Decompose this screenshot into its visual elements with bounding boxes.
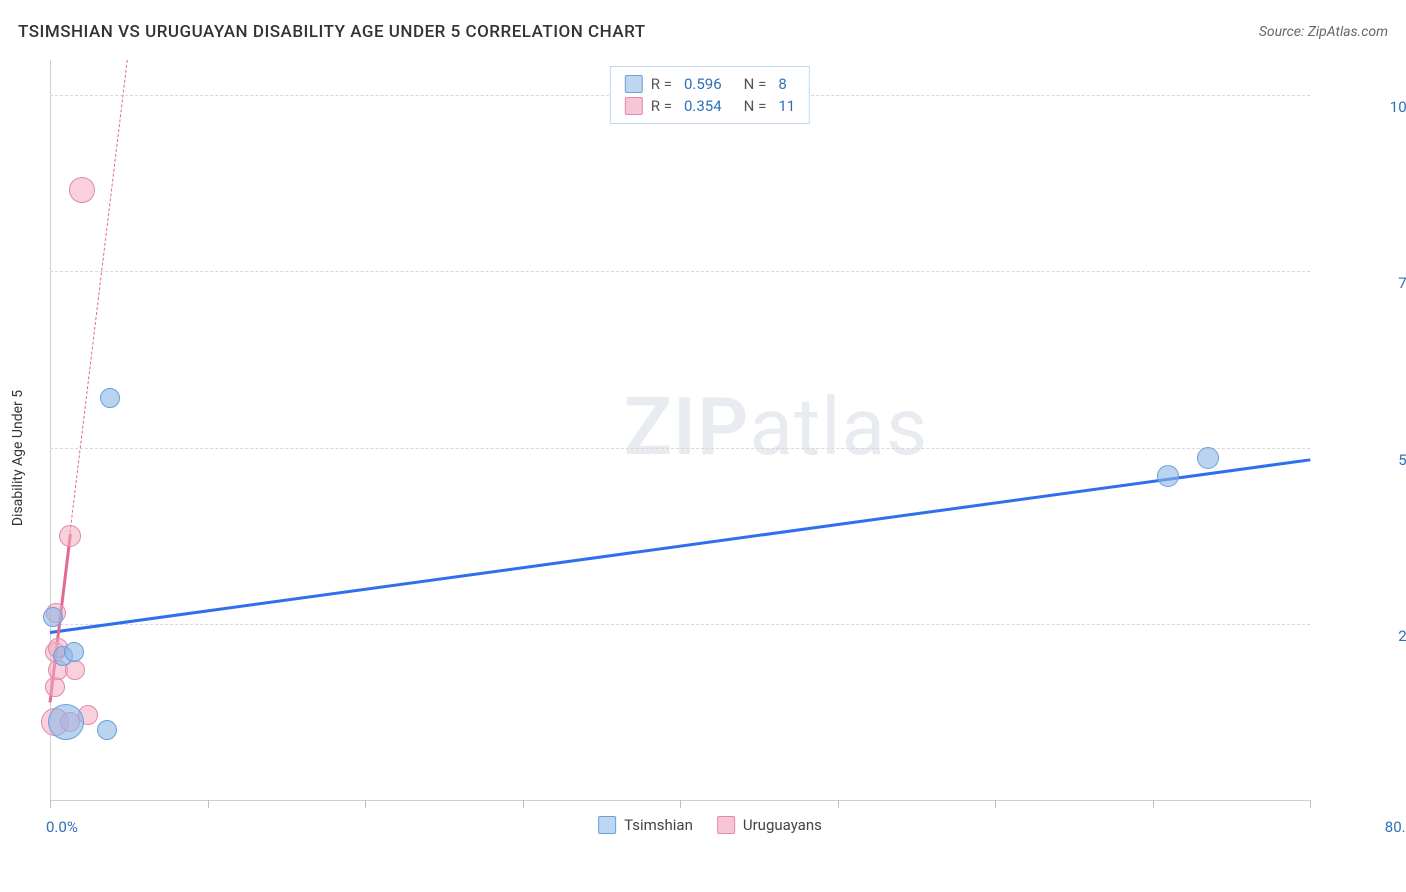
legend-label: Tsimshian bbox=[624, 816, 693, 834]
legend-swatch bbox=[717, 816, 735, 834]
chart-title: TSIMSHIAN VS URUGUAYAN DISABILITY AGE UN… bbox=[18, 22, 646, 42]
y-tick-label: 2.5% bbox=[1398, 627, 1406, 645]
x-tick bbox=[208, 800, 209, 808]
legend-swatch bbox=[625, 75, 643, 93]
trend-line bbox=[70, 60, 128, 532]
legend-swatch bbox=[625, 97, 643, 115]
data-point bbox=[59, 525, 81, 547]
gridline-h bbox=[50, 448, 1310, 449]
x-tick bbox=[50, 800, 51, 808]
data-point bbox=[45, 677, 65, 697]
series-legend: Tsimshian Uruguayans bbox=[598, 816, 822, 834]
x-tick-label: 0.0% bbox=[46, 818, 78, 836]
data-point bbox=[97, 720, 117, 740]
correlation-legend: R =0.596N =8R =0.354N =11 bbox=[610, 66, 810, 124]
x-tick bbox=[1310, 800, 1311, 808]
data-point bbox=[100, 388, 120, 408]
x-tick bbox=[995, 800, 996, 808]
source-label: Source: ZipAtlas.com bbox=[1259, 24, 1388, 40]
x-tick bbox=[838, 800, 839, 808]
x-tick bbox=[523, 800, 524, 808]
chart-header: TSIMSHIAN VS URUGUAYAN DISABILITY AGE UN… bbox=[18, 22, 1388, 42]
legend-row: R =0.596N =8 bbox=[625, 73, 795, 95]
legend-item: Uruguayans bbox=[717, 816, 822, 834]
legend-row: R =0.354N =11 bbox=[625, 95, 795, 117]
y-tick-label: 7.5% bbox=[1398, 274, 1406, 292]
x-tick bbox=[1153, 800, 1154, 808]
watermark: ZIPatlas bbox=[624, 380, 929, 474]
y-tick-label: 10.0% bbox=[1390, 98, 1406, 116]
data-point bbox=[43, 607, 63, 627]
y-axis-label: Disability Age Under 5 bbox=[10, 390, 26, 526]
data-point bbox=[69, 177, 95, 203]
gridline-h bbox=[50, 271, 1310, 272]
chart-container: Disability Age Under 5 ZIPatlas 2.5%5.0%… bbox=[50, 60, 1370, 840]
x-tick-label: 80.0% bbox=[1385, 818, 1406, 836]
data-point bbox=[48, 704, 84, 740]
legend-swatch bbox=[598, 816, 616, 834]
legend-item: Tsimshian bbox=[598, 816, 693, 834]
data-point bbox=[1197, 447, 1219, 469]
legend-label: Uruguayans bbox=[743, 816, 822, 834]
x-tick bbox=[680, 800, 681, 808]
data-point bbox=[1157, 465, 1179, 487]
trend-line bbox=[50, 458, 1310, 633]
data-point bbox=[64, 642, 84, 662]
x-tick bbox=[365, 800, 366, 808]
gridline-h bbox=[50, 624, 1310, 625]
plot-area: ZIPatlas 2.5%5.0%7.5%10.0%0.0%80.0%R =0.… bbox=[50, 60, 1370, 840]
y-tick-label: 5.0% bbox=[1398, 451, 1406, 469]
